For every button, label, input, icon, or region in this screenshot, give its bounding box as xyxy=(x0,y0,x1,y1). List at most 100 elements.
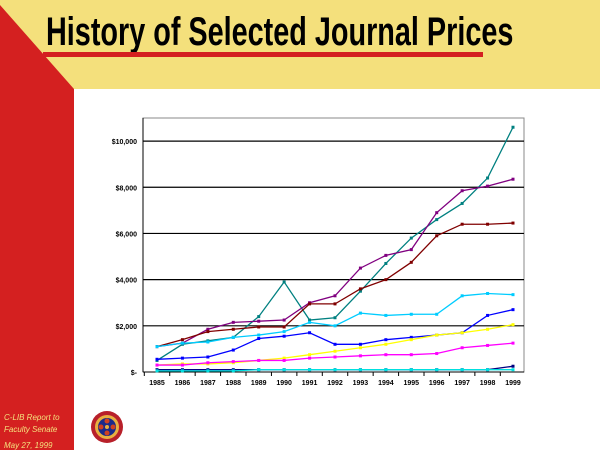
data-point xyxy=(511,364,515,368)
data-point xyxy=(409,312,413,316)
data-point xyxy=(511,177,515,181)
data-point xyxy=(409,368,413,372)
title-band xyxy=(0,0,600,89)
data-point xyxy=(435,211,439,215)
data-point xyxy=(333,294,337,298)
data-point xyxy=(308,302,312,306)
data-point xyxy=(257,319,261,323)
data-point xyxy=(257,337,261,341)
data-point xyxy=(460,222,464,226)
data-point xyxy=(308,318,312,322)
data-point xyxy=(486,313,490,317)
data-point xyxy=(435,333,439,337)
data-point xyxy=(511,323,515,327)
data-point xyxy=(409,338,413,342)
data-point xyxy=(409,353,413,357)
data-point xyxy=(460,201,464,205)
data-point xyxy=(486,222,490,226)
data-point xyxy=(155,345,159,349)
data-point xyxy=(206,340,210,344)
data-point xyxy=(358,311,362,315)
footer-line-2: Faculty Senate xyxy=(4,425,58,434)
data-point xyxy=(384,313,388,317)
data-point xyxy=(486,291,490,295)
data-point xyxy=(384,342,388,346)
data-point xyxy=(511,125,515,129)
data-point xyxy=(231,327,235,331)
x-tick-label: 1988 xyxy=(225,380,241,387)
data-point xyxy=(257,368,261,372)
data-point xyxy=(206,369,210,373)
data-point xyxy=(511,341,515,345)
y-tick-label: $10,000 xyxy=(112,139,137,146)
data-point xyxy=(384,261,388,265)
data-point xyxy=(180,363,184,367)
data-point xyxy=(282,330,286,334)
x-tick-label: 1990 xyxy=(276,380,292,387)
data-point xyxy=(460,346,464,350)
data-point xyxy=(282,368,286,372)
data-point xyxy=(282,318,286,322)
x-tick-label: 1993 xyxy=(353,380,369,387)
data-point xyxy=(308,356,312,360)
data-point xyxy=(358,287,362,291)
data-point xyxy=(308,331,312,335)
footer-line-1: C-LIB Report to xyxy=(4,413,60,422)
data-point xyxy=(155,369,159,373)
data-point xyxy=(257,333,261,337)
data-point xyxy=(282,280,286,284)
data-point xyxy=(384,338,388,342)
data-point xyxy=(435,368,439,372)
data-point xyxy=(358,289,362,293)
data-point xyxy=(180,356,184,360)
data-point xyxy=(358,368,362,372)
data-point xyxy=(511,308,515,312)
x-tick-label: 1995 xyxy=(403,380,419,387)
data-point xyxy=(384,278,388,282)
data-point xyxy=(257,315,261,319)
data-point xyxy=(358,354,362,358)
data-point xyxy=(358,346,362,350)
data-point xyxy=(460,368,464,372)
data-point xyxy=(333,316,337,320)
data-point xyxy=(333,355,337,359)
data-point xyxy=(384,368,388,372)
data-point xyxy=(486,368,490,372)
data-point xyxy=(409,260,413,264)
x-tick-label: 1986 xyxy=(175,380,191,387)
footer-date: May 27, 1999 xyxy=(4,441,53,450)
data-point xyxy=(231,360,235,364)
data-point xyxy=(308,353,312,357)
data-point xyxy=(155,363,159,367)
data-point xyxy=(460,294,464,298)
data-point xyxy=(206,355,210,359)
data-point xyxy=(282,358,286,362)
x-tick-label: 1991 xyxy=(302,380,318,387)
data-point xyxy=(384,253,388,257)
data-point xyxy=(384,353,388,357)
data-point xyxy=(486,327,490,331)
data-point xyxy=(308,368,312,372)
data-point xyxy=(358,342,362,346)
data-point xyxy=(180,369,184,373)
y-tick-label: $6,000 xyxy=(116,231,138,238)
data-point xyxy=(486,176,490,180)
data-point xyxy=(155,357,159,361)
data-point xyxy=(435,218,439,222)
data-point xyxy=(435,352,439,356)
data-point xyxy=(206,361,210,365)
x-tick-label: 1997 xyxy=(454,380,470,387)
data-point xyxy=(333,342,337,346)
data-point xyxy=(257,325,261,329)
x-tick-label: 1992 xyxy=(327,380,343,387)
data-point xyxy=(333,324,337,328)
data-point xyxy=(333,302,337,306)
data-point xyxy=(486,343,490,347)
x-tick-label: 1994 xyxy=(378,380,394,387)
title-underline xyxy=(43,52,483,57)
data-point xyxy=(308,320,312,324)
data-point xyxy=(282,334,286,338)
y-tick-label: $8,000 xyxy=(116,185,138,192)
slide-title: History of Selected Journal Prices xyxy=(46,10,514,54)
